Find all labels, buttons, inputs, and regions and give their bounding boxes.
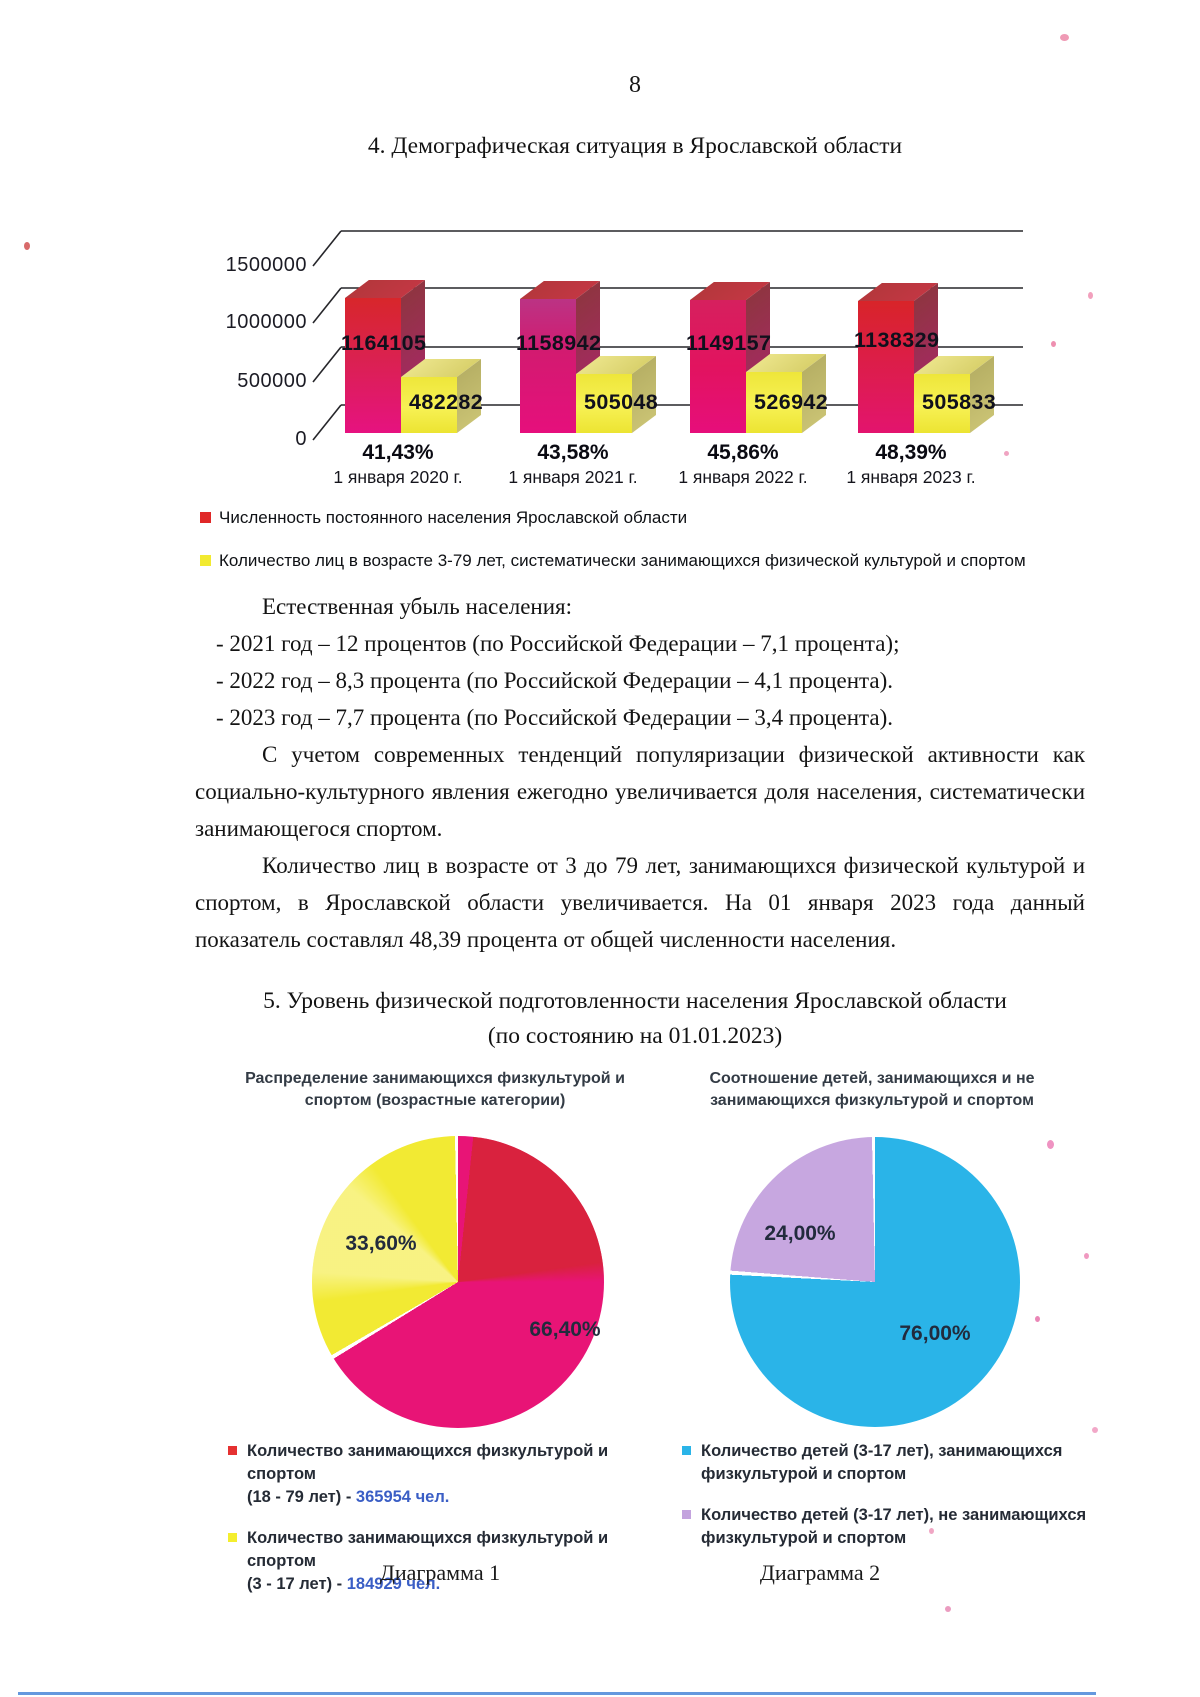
scan-artifact — [1060, 34, 1069, 41]
x-axis-label: 1 января 2023 г. — [846, 467, 976, 487]
section-5-heading: 5. Уровень физической подготовленности н… — [90, 984, 1180, 1054]
body-text: Естественная убыль населения: - 2021 год… — [195, 588, 1085, 958]
value-label: 1164105 — [341, 331, 427, 355]
caption-diagram-1: Диаграмма 1 — [379, 1560, 501, 1585]
section-5-line2: (по состоянию на 01.01.2023) — [487, 1023, 783, 1049]
legend-row-sport: Количество лиц в возрасте 3-79 лет, сист… — [200, 551, 1100, 571]
ytick-0: 0 — [295, 428, 307, 450]
pie1-title: Распределение занимающихся физкультурой … — [245, 1070, 625, 1109]
value-label: 1138329 — [854, 328, 940, 352]
value-label: 1158942 — [516, 331, 602, 355]
caption-diagram-2: Диаграмма 2 — [759, 1560, 881, 1585]
pie-chart-age-distribution — [312, 1136, 604, 1428]
page-number: 8 — [629, 72, 641, 98]
value-label: 505833 — [922, 390, 997, 414]
paragraph-trends: С учетом современных тенденций популяриз… — [195, 742, 1085, 841]
legend-value: 365954 чел. — [355, 1488, 450, 1506]
bar-population-2021 — [520, 299, 576, 433]
legend-swatch-red — [228, 1446, 237, 1455]
section-4-heading: 4. Демографическая ситуация в Ярославско… — [367, 133, 903, 159]
value-label: 1149157 — [686, 331, 772, 355]
ytick-1000000: 1000000 — [225, 311, 307, 333]
legend-item: Количество детей (3-17 лет), занимающихс… — [682, 1440, 1092, 1486]
legend-swatch-lavender — [682, 1510, 691, 1519]
list-item-2021: - 2021 год – 12 процентов (по Российской… — [216, 631, 900, 656]
pie1-legend: Количество занимающихся физкультурой и с… — [228, 1440, 638, 1614]
pie2-legend: Количество детей (3-17 лет), занимающихс… — [682, 1440, 1092, 1568]
x-axis-label: 1 января 2020 г. — [333, 467, 463, 487]
section-5-line1: 5. Уровень физической подготовленности н… — [263, 988, 1007, 1014]
pie2-label-24: 24,00% — [764, 1222, 836, 1245]
percent-label: 41,43% — [362, 441, 434, 464]
scan-artifact — [945, 1606, 951, 1612]
scan-artifact — [1047, 1140, 1054, 1149]
pie1-label-66: 66,40% — [529, 1318, 601, 1341]
ytick-1500000: 1500000 — [225, 254, 307, 276]
legend-item: Количество детей (3-17 лет), не занимающ… — [682, 1504, 1092, 1550]
legend-swatch-blue — [682, 1446, 691, 1455]
list-item-2022: - 2022 год – 8,3 процента (по Российской… — [216, 668, 894, 693]
value-label: 526942 — [754, 390, 829, 414]
bottom-scan-line — [18, 1692, 1096, 1695]
pie1-label-33: 33,60% — [345, 1232, 417, 1255]
bar-population-2022 — [690, 300, 746, 433]
pie2-title: Соотношение детей, занимающихся и не зан… — [709, 1070, 1035, 1109]
bar-population-2020 — [345, 298, 401, 433]
bar-chart: 1500000 1000000 500000 0 1164105 1158942… — [195, 200, 1095, 500]
legend-value: 184929 чел. — [346, 1575, 441, 1593]
ytick-500000: 500000 — [237, 370, 307, 392]
bar-population-2023 — [858, 301, 914, 433]
legend-swatch-red — [200, 512, 211, 523]
legend-label: Количество лиц в возрасте 3-79 лет, сист… — [219, 551, 1026, 570]
scan-artifact — [1035, 1316, 1040, 1322]
legend-swatch-yellow — [200, 555, 211, 566]
percent-label: 43,58% — [537, 441, 609, 464]
scan-artifact — [1084, 1253, 1089, 1259]
bar-sport-2020 — [401, 377, 457, 433]
paragraph-quantity: Количество лиц в возрасте от 3 до 79 лет… — [195, 853, 1085, 952]
scan-artifact — [24, 242, 30, 250]
pie2-label-76: 76,00% — [899, 1322, 971, 1345]
value-label: 482282 — [409, 390, 484, 414]
value-label: 505048 — [584, 390, 659, 414]
paragraph-intro: Естественная убыль населения: — [262, 594, 572, 619]
legend-row-population: Численность постоянного населения Яросла… — [200, 508, 1100, 528]
legend-item: Количество занимающихся физкультурой и с… — [228, 1440, 638, 1509]
percent-label: 48,39% — [875, 441, 947, 464]
x-axis-label: 1 января 2021 г. — [508, 467, 638, 487]
percent-label: 45,86% — [707, 441, 779, 464]
pie-chart-children-ratio — [730, 1137, 1020, 1427]
legend-item: Количество занимающихся физкультурой и с… — [228, 1527, 638, 1596]
list-item-2023: - 2023 год – 7,7 процента (по Российской… — [216, 705, 894, 730]
bar-sport-2023 — [914, 374, 970, 433]
bar-sport-2021 — [576, 374, 632, 433]
scan-artifact — [1092, 1427, 1098, 1433]
bar-sport-2022 — [746, 372, 802, 433]
legend-label: Численность постоянного населения Яросла… — [219, 508, 688, 527]
legend-swatch-yellow — [228, 1533, 237, 1542]
x-axis-label: 1 января 2022 г. — [678, 467, 808, 487]
